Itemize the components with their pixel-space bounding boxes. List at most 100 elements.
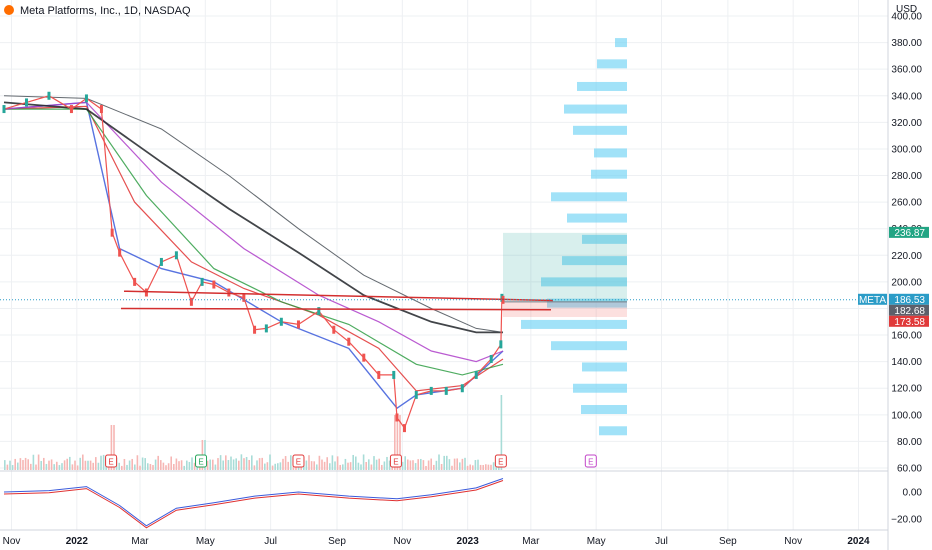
volume-bar (344, 458, 347, 470)
volume-bar (118, 462, 120, 470)
price-candle (110, 228, 114, 237)
volume-bar (40, 460, 42, 470)
volume-bar (427, 460, 430, 470)
volume-bar (318, 455, 321, 470)
price-candle (24, 98, 28, 107)
price-tag-last[interactable] (889, 293, 929, 305)
volume-bar (440, 463, 443, 470)
grid (0, 0, 888, 530)
volume-bar (290, 455, 292, 470)
earnings-marker-4[interactable] (494, 454, 507, 468)
volume-bar (287, 461, 289, 470)
symbol-tag[interactable] (858, 293, 887, 305)
time-tick-label-7: 2023 (457, 536, 480, 547)
volume-bar (334, 461, 336, 470)
price-candle (489, 354, 493, 363)
volume-bar (152, 465, 154, 470)
volume-bar (61, 463, 63, 470)
volume-bar (258, 458, 261, 470)
volume-bar (100, 455, 102, 470)
volume-bar (165, 465, 167, 470)
volume-profile-bar-10 (562, 256, 627, 266)
volume-bar (417, 459, 419, 470)
volume-profile-bar-14 (551, 341, 627, 351)
oscillator-tick-label-0: 0.00 (903, 488, 923, 499)
volume-bar (76, 465, 79, 470)
volume-bar (121, 465, 123, 470)
volume-bar (24, 457, 27, 470)
earnings-marker-1[interactable] (195, 454, 208, 468)
volume-bar (35, 464, 37, 470)
volume-bar (453, 458, 456, 470)
earnings-marker-5[interactable] (584, 454, 597, 468)
volume-bar (248, 459, 250, 470)
price-candle (402, 424, 406, 433)
volume-profile-bar-4 (573, 125, 627, 135)
price-tick-label-17: 400.00 (891, 12, 922, 23)
price-candle (474, 370, 478, 379)
price-tag-stop[interactable] (889, 315, 929, 327)
price-candle (133, 277, 137, 286)
volume-bar (399, 415, 401, 470)
volume-bar (394, 415, 396, 470)
earnings-marker-2[interactable] (292, 454, 305, 468)
volume-profile-bar-17 (581, 405, 627, 415)
volume-bar (448, 459, 451, 470)
volume-bar (14, 458, 16, 470)
volume-bar (352, 454, 354, 470)
price-tick-label-11: 280.00 (891, 171, 922, 182)
support-line-upper[interactable] (123, 290, 554, 302)
volume-bar (188, 461, 191, 470)
time-tick-label-0: Nov (3, 536, 21, 547)
price-candle (242, 293, 246, 302)
price-tick-label-3: 120.00 (891, 384, 922, 395)
price-candle (414, 390, 418, 399)
volume-bar (310, 461, 313, 470)
earnings-marker-3[interactable] (389, 454, 402, 468)
volume-profile-bar-8 (567, 213, 627, 223)
price-tick-label-2: 100.00 (891, 410, 922, 421)
volume-bar (217, 458, 219, 470)
earnings-marker-0[interactable] (105, 454, 118, 468)
volume-bar (9, 460, 11, 470)
moving-average-line-2 (4, 108, 504, 376)
price-candle (253, 325, 257, 334)
volume-bar (196, 465, 198, 470)
volume-bar (479, 464, 482, 470)
volume-bar (82, 454, 84, 470)
earnings-marker-label-3: E (393, 458, 398, 467)
time-axis[interactable]: Nov 2022 Mar May Jul Sep Nov 2023 Mar May Jul Sep No… (3, 536, 870, 547)
volume-bar (464, 457, 466, 470)
volume-bar (186, 460, 188, 470)
volume-bar (32, 454, 35, 470)
volume-bar (19, 458, 22, 470)
support-line-lower[interactable] (120, 307, 552, 311)
volume-bar (227, 460, 230, 470)
price-axis[interactable]: 60.0080.00100.00120.00140.00160.00180.00… (858, 0, 929, 550)
volume-bar (264, 463, 266, 470)
volume-bar (409, 460, 412, 470)
volume-bar (360, 464, 362, 470)
volume-bar (277, 463, 279, 470)
volume-bar (191, 457, 193, 470)
volume-profile-bar-16 (573, 383, 627, 393)
stop-zone[interactable] (503, 301, 627, 318)
price-tag-level[interactable] (889, 304, 929, 316)
price-candle (347, 337, 351, 346)
volume-bar (378, 458, 380, 470)
volume-bar (89, 460, 92, 470)
volume-bar (487, 464, 490, 470)
price-tick-label-14: 340.00 (891, 91, 922, 102)
target-zone[interactable] (503, 232, 627, 302)
volume-bar (459, 462, 461, 470)
volume-bar (123, 458, 126, 470)
position-box[interactable] (503, 232, 627, 318)
time-tick-label-11: Sep (719, 536, 737, 547)
support-lines[interactable] (0, 290, 888, 311)
volume-bar (342, 464, 344, 470)
volume-profile-bar-13 (521, 319, 627, 329)
price-tag-target[interactable] (889, 226, 929, 238)
volume-bar (490, 464, 492, 470)
